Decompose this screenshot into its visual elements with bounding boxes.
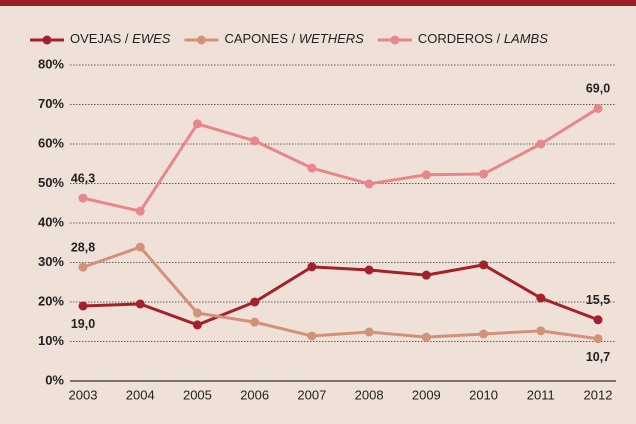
data-point xyxy=(364,327,374,337)
legend-marker xyxy=(390,35,400,45)
legend-item: CAPONES / WETHERS xyxy=(184,31,364,46)
data-point xyxy=(307,163,317,173)
x-tick-label: 2012 xyxy=(584,387,613,402)
legend-label: OVEJAS / EWES xyxy=(70,31,171,46)
data-point xyxy=(593,315,603,325)
x-tick-label: 2010 xyxy=(469,387,498,402)
legend-marker xyxy=(196,35,206,45)
data-point xyxy=(192,320,202,330)
data-point xyxy=(479,329,489,339)
data-point xyxy=(307,331,317,341)
y-tick-label: 30% xyxy=(38,254,64,269)
data-label: 46,3 xyxy=(71,171,95,185)
legend-marker xyxy=(42,35,52,45)
x-tick-label: 2003 xyxy=(69,387,98,402)
data-point xyxy=(135,206,145,216)
y-tick-label: 40% xyxy=(38,214,64,229)
data-point xyxy=(307,262,317,272)
legend-label: CORDEROS / LAMBS xyxy=(418,31,548,46)
data-point xyxy=(421,170,431,180)
y-tick-label: 10% xyxy=(38,333,64,348)
data-label: 10,7 xyxy=(586,350,610,364)
y-tick-label: 50% xyxy=(38,175,64,190)
data-point xyxy=(192,119,202,129)
legend-label-part: EWES xyxy=(129,31,171,46)
data-label: 19,0 xyxy=(71,317,95,331)
data-point xyxy=(78,193,88,203)
y-tick-label: 0% xyxy=(45,372,64,387)
data-point xyxy=(593,334,603,344)
legend-label-part: CORDEROS / xyxy=(418,31,501,46)
x-tick-label: 2006 xyxy=(240,387,269,402)
data-point xyxy=(250,317,260,327)
x-tick-label: 2009 xyxy=(412,387,441,402)
data-point xyxy=(479,169,489,179)
data-point xyxy=(78,262,88,272)
y-tick-label: 80% xyxy=(38,56,64,71)
data-point xyxy=(536,293,546,303)
x-tick-label: 2011 xyxy=(527,387,555,402)
data-point xyxy=(593,103,603,113)
data-point xyxy=(78,301,88,311)
data-point xyxy=(192,308,202,318)
data-point xyxy=(364,265,374,275)
x-tick-label: 2004 xyxy=(126,387,155,402)
data-point xyxy=(250,297,260,307)
x-tick-label: 2008 xyxy=(355,387,384,402)
series-line xyxy=(82,107,599,213)
y-tick-label: 70% xyxy=(38,96,64,111)
data-point xyxy=(479,260,489,270)
data-point xyxy=(536,139,546,149)
data-point xyxy=(536,326,546,336)
legend-label-part: OVEJAS / xyxy=(70,31,129,46)
data-label: 15,5 xyxy=(586,293,610,307)
data-label: 69,0 xyxy=(586,82,610,96)
data-point xyxy=(135,242,145,252)
y-tick-label: 60% xyxy=(38,135,64,150)
series-line xyxy=(82,245,599,341)
x-tick-label: 2007 xyxy=(297,387,326,402)
data-label: 28,8 xyxy=(71,241,95,255)
x-tick-label: 2005 xyxy=(183,387,212,402)
legend-label-part: WETHERS xyxy=(295,31,364,46)
data-point xyxy=(135,299,145,309)
y-tick-label: 20% xyxy=(38,293,64,308)
data-point xyxy=(250,136,260,146)
legend-label: CAPONES / WETHERS xyxy=(224,31,364,46)
data-point xyxy=(421,270,431,280)
data-point xyxy=(421,332,431,342)
top-bar xyxy=(0,0,636,6)
legend-label-part: CAPONES / xyxy=(224,31,295,46)
data-point xyxy=(364,179,374,189)
legend-item: OVEJAS / EWES xyxy=(30,31,171,46)
legend-label-part: LAMBS xyxy=(500,31,548,46)
legend-item: CORDEROS / LAMBS xyxy=(377,31,548,46)
series-line xyxy=(82,263,599,327)
